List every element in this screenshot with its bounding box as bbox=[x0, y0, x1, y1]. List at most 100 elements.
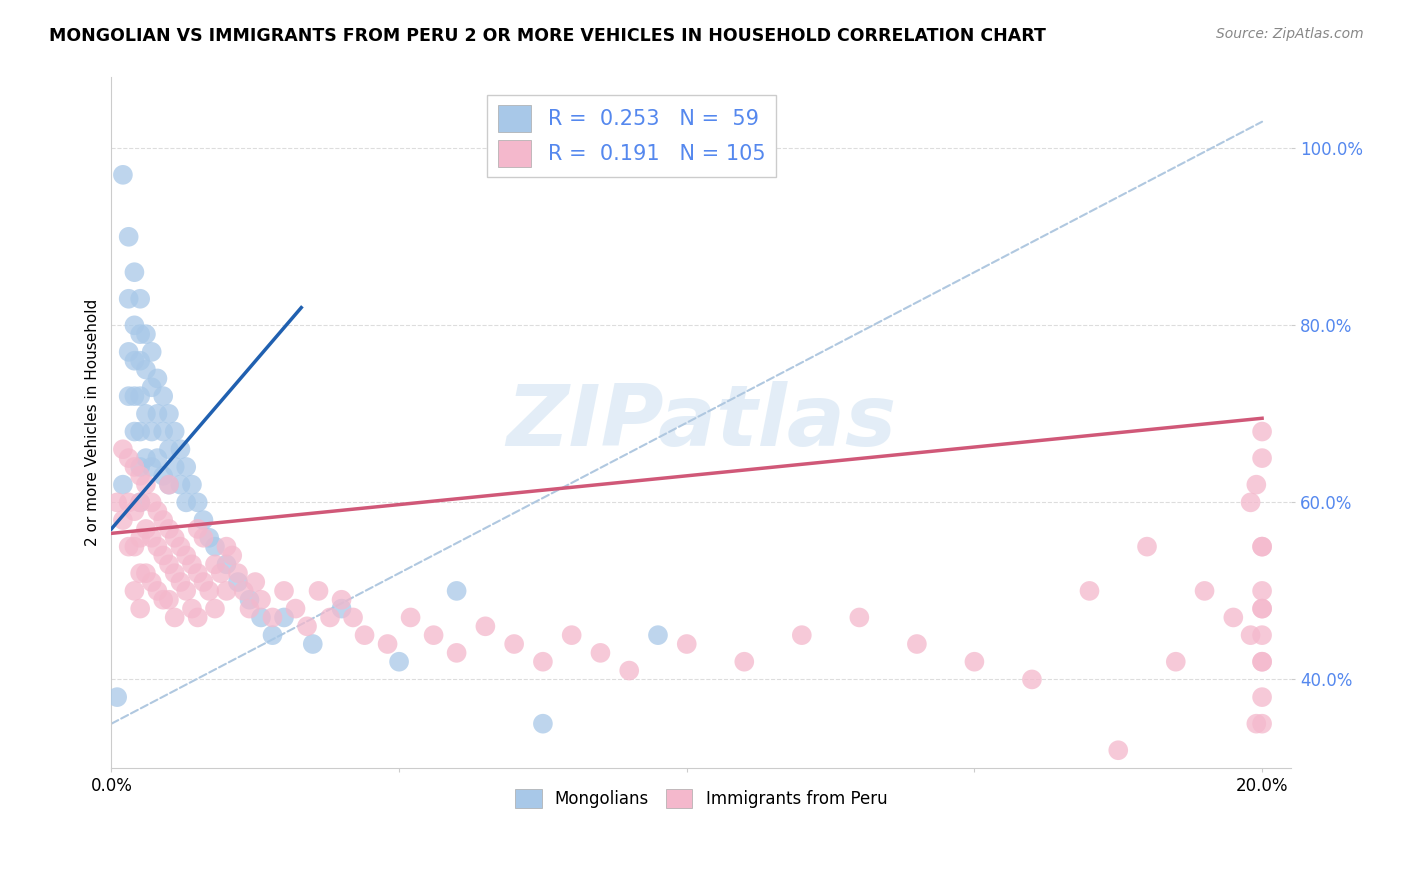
Point bbox=[124, 353, 146, 368]
Point bbox=[1251, 540, 1274, 554]
Point bbox=[1194, 583, 1216, 598]
Point bbox=[319, 610, 342, 624]
Point bbox=[124, 425, 146, 439]
Legend: Mongolians, Immigrants from Peru: Mongolians, Immigrants from Peru bbox=[508, 782, 894, 815]
Point bbox=[118, 344, 141, 359]
Point bbox=[118, 540, 141, 554]
Point bbox=[1251, 451, 1274, 466]
Point bbox=[135, 451, 157, 466]
Point bbox=[1251, 690, 1274, 705]
Point bbox=[129, 459, 152, 474]
Point bbox=[124, 459, 146, 474]
Point bbox=[647, 628, 669, 642]
Point bbox=[198, 531, 221, 545]
Point bbox=[531, 655, 554, 669]
Point bbox=[111, 513, 134, 527]
Point bbox=[118, 292, 141, 306]
Point bbox=[1251, 628, 1274, 642]
Point bbox=[221, 549, 243, 563]
Point bbox=[111, 442, 134, 457]
Point bbox=[181, 601, 204, 615]
Point bbox=[198, 583, 221, 598]
Point bbox=[1251, 601, 1274, 615]
Text: MONGOLIAN VS IMMIGRANTS FROM PERU 2 OR MORE VEHICLES IN HOUSEHOLD CORRELATION CH: MONGOLIAN VS IMMIGRANTS FROM PERU 2 OR M… bbox=[49, 27, 1046, 45]
Point bbox=[174, 495, 197, 509]
Point bbox=[169, 575, 191, 590]
Point bbox=[157, 407, 180, 421]
Point bbox=[301, 637, 323, 651]
Point bbox=[181, 477, 204, 491]
Point bbox=[733, 655, 755, 669]
Point bbox=[226, 566, 249, 581]
Point bbox=[503, 637, 526, 651]
Point bbox=[284, 601, 307, 615]
Y-axis label: 2 or more Vehicles in Household: 2 or more Vehicles in Household bbox=[86, 299, 100, 546]
Point bbox=[262, 628, 284, 642]
Point bbox=[135, 522, 157, 536]
Point bbox=[1078, 583, 1101, 598]
Point bbox=[129, 292, 152, 306]
Point bbox=[118, 229, 141, 244]
Point bbox=[232, 583, 254, 598]
Point bbox=[135, 477, 157, 491]
Point bbox=[342, 610, 364, 624]
Point bbox=[124, 540, 146, 554]
Point bbox=[1164, 655, 1187, 669]
Point bbox=[129, 566, 152, 581]
Point bbox=[204, 601, 226, 615]
Point bbox=[1136, 540, 1159, 554]
Point bbox=[1251, 655, 1274, 669]
Point bbox=[157, 442, 180, 457]
Point bbox=[141, 425, 163, 439]
Point bbox=[1246, 477, 1268, 491]
Point bbox=[124, 504, 146, 518]
Point bbox=[174, 459, 197, 474]
Point bbox=[446, 646, 468, 660]
Point bbox=[141, 495, 163, 509]
Point bbox=[474, 619, 496, 633]
Point bbox=[1239, 495, 1261, 509]
Point bbox=[169, 442, 191, 457]
Point bbox=[1251, 583, 1274, 598]
Point bbox=[105, 690, 128, 705]
Point bbox=[388, 655, 411, 669]
Point bbox=[129, 531, 152, 545]
Point bbox=[1246, 716, 1268, 731]
Point bbox=[215, 558, 238, 572]
Point bbox=[193, 513, 215, 527]
Point bbox=[157, 592, 180, 607]
Point bbox=[848, 610, 870, 624]
Point bbox=[215, 540, 238, 554]
Point bbox=[141, 344, 163, 359]
Point bbox=[238, 592, 260, 607]
Point bbox=[245, 575, 267, 590]
Point bbox=[1021, 673, 1043, 687]
Point bbox=[111, 168, 134, 182]
Point bbox=[146, 540, 169, 554]
Point bbox=[330, 592, 353, 607]
Point bbox=[135, 327, 157, 342]
Point bbox=[163, 566, 186, 581]
Point bbox=[163, 610, 186, 624]
Point bbox=[135, 362, 157, 376]
Point bbox=[204, 558, 226, 572]
Point bbox=[174, 549, 197, 563]
Point bbox=[118, 451, 141, 466]
Point bbox=[250, 592, 273, 607]
Point bbox=[146, 371, 169, 385]
Point bbox=[129, 495, 152, 509]
Point bbox=[963, 655, 986, 669]
Point bbox=[174, 583, 197, 598]
Point bbox=[1251, 655, 1274, 669]
Point bbox=[330, 601, 353, 615]
Point bbox=[129, 468, 152, 483]
Point bbox=[193, 531, 215, 545]
Point bbox=[238, 601, 260, 615]
Point bbox=[1107, 743, 1129, 757]
Point bbox=[146, 407, 169, 421]
Point bbox=[1251, 716, 1274, 731]
Point bbox=[295, 619, 318, 633]
Point bbox=[129, 353, 152, 368]
Point bbox=[135, 407, 157, 421]
Point bbox=[377, 637, 399, 651]
